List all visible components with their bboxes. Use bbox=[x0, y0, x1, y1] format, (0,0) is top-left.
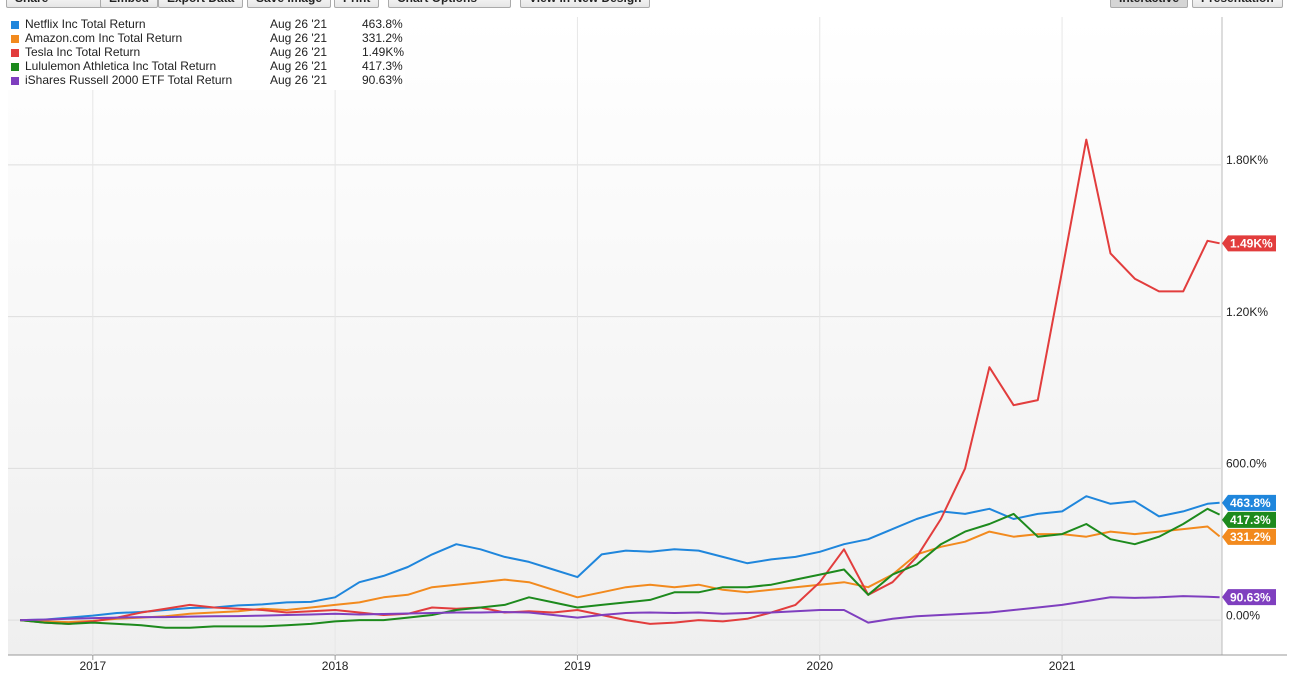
save-image-button[interactable]: Save Image bbox=[247, 0, 332, 8]
x-tick-label: 2018 bbox=[322, 659, 349, 673]
series-line bbox=[20, 595, 1220, 624]
legend-swatch bbox=[11, 21, 19, 29]
end-badge-shape bbox=[1222, 589, 1276, 606]
legend-box bbox=[8, 17, 405, 90]
legend-name: Amazon.com Inc Total Return bbox=[25, 31, 182, 45]
end-badge-label: 1.49K% bbox=[1230, 236, 1273, 250]
legend-date: Aug 26 '21 bbox=[270, 45, 327, 59]
end-badge-label: 417.3% bbox=[1230, 513, 1271, 527]
end-badge: 463.8% bbox=[1222, 494, 1276, 511]
legend-name: iShares Russell 2000 ETF Total Return bbox=[25, 73, 232, 87]
end-badge-label: 90.63% bbox=[1230, 590, 1271, 604]
legend-swatch bbox=[11, 77, 19, 85]
legend-date: Aug 26 '21 bbox=[270, 17, 327, 31]
x-tick-label: 2019 bbox=[564, 659, 591, 673]
y-tick-label: 1.80K% bbox=[1226, 153, 1268, 167]
chart-options-button[interactable]: Chart Options bbox=[388, 0, 511, 8]
end-badge-label: 331.2% bbox=[1230, 530, 1271, 544]
end-badge-label: 463.8% bbox=[1230, 496, 1271, 510]
end-badge: 1.49K% bbox=[1222, 235, 1276, 252]
legend-date: Aug 26 '21 bbox=[270, 31, 327, 45]
end-badge: 417.3% bbox=[1222, 511, 1276, 528]
plot-area bbox=[8, 17, 1222, 655]
legend-value: 90.63% bbox=[362, 73, 403, 87]
y-tick-label: 0.00% bbox=[1226, 608, 1260, 622]
export-button[interactable]: Export Data bbox=[158, 0, 244, 8]
legend-value: 331.2% bbox=[362, 31, 403, 45]
legend-name: Netflix Inc Total Return bbox=[25, 17, 146, 31]
end-badge-shape bbox=[1222, 494, 1276, 511]
y-tick-label: 1.20K% bbox=[1226, 305, 1268, 319]
x-tick-label: 2021 bbox=[1049, 659, 1076, 673]
legend-swatch bbox=[11, 49, 19, 57]
end-badge: 90.63% bbox=[1222, 589, 1276, 606]
legend-swatch bbox=[11, 63, 19, 71]
end-badge-shape bbox=[1222, 511, 1276, 528]
presentation-button[interactable]: Presentation bbox=[1192, 0, 1283, 8]
end-badge-shape bbox=[1222, 235, 1276, 252]
legend-date: Aug 26 '21 bbox=[270, 73, 327, 87]
legend-value: 417.3% bbox=[362, 59, 403, 73]
x-tick-label: 2017 bbox=[79, 659, 106, 673]
x-tick-label: 2020 bbox=[806, 659, 833, 673]
legend-date: Aug 26 '21 bbox=[270, 59, 327, 73]
new-design-button[interactable]: View in New Design bbox=[520, 0, 651, 8]
end-badge-shape bbox=[1222, 528, 1276, 545]
series-line bbox=[19, 138, 1220, 625]
legend-name: Tesla Inc Total Return bbox=[25, 45, 140, 59]
series-line bbox=[19, 507, 1221, 629]
legend-name: Lululemon Athletica Inc Total Return bbox=[25, 59, 216, 73]
end-badge: 331.2% bbox=[1222, 528, 1276, 545]
legend-swatch bbox=[11, 35, 19, 43]
legend-value: 1.49K% bbox=[362, 45, 404, 59]
embed-button[interactable]: Embed bbox=[100, 0, 159, 8]
legend-value: 463.8% bbox=[362, 17, 403, 31]
series-line bbox=[20, 525, 1221, 624]
interactive-button[interactable]: Interactive bbox=[1110, 0, 1189, 8]
y-tick-label: 600.0% bbox=[1226, 457, 1267, 471]
series-line bbox=[20, 495, 1220, 622]
print-button[interactable]: Print bbox=[334, 0, 380, 8]
